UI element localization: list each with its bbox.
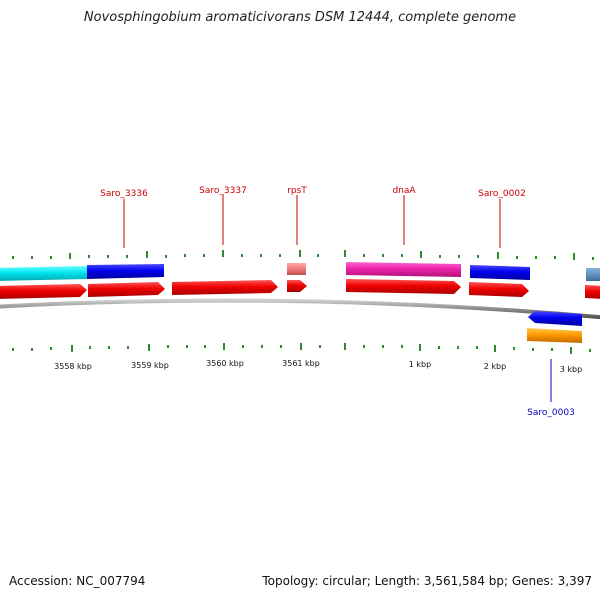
gene-label-rpst[interactable]: rpsT [287,186,307,196]
upper-ticks [12,250,594,260]
accession-text: Accession: NC_007794 [9,574,146,588]
gene-label-saro-3337[interactable]: Saro_3337 [199,186,247,196]
gene-label-saro-3336[interactable]: Saro_3336 [100,189,148,199]
gene-steel-edge[interactable] [586,268,600,281]
kbp-label-1: 1 kbp [409,360,431,369]
gene-label-saro-0003[interactable]: Saro_0003 [527,408,575,418]
gene-arrow-dnaa[interactable] [346,279,461,294]
gene-arrow-edge[interactable] [585,285,600,299]
gene-arrow-saro-3337[interactable] [172,280,278,295]
kbp-label-3560: 3560 kbp [206,359,244,368]
lower-ticks [12,343,591,354]
gene-arrow-2[interactable] [88,282,165,297]
gene-orange[interactable] [527,328,582,343]
gene-dnaa-top[interactable] [346,262,461,277]
label-leaders [123,195,552,402]
gene-arrow-1[interactable] [0,284,87,299]
map-title: Novosphingobium aromaticivorans DSM 1244… [83,10,517,25]
gene-arrow-saro-0002[interactable] [469,282,529,297]
gene-saro-0002-top[interactable] [470,265,530,280]
kbp-label-3: 3 kbp [560,365,582,374]
gene-saro-0003-reverse[interactable] [528,311,582,326]
gene-saro-3336[interactable] [87,264,164,279]
gene-label-dnaa[interactable]: dnaA [392,186,416,196]
gene-arrow-rpst[interactable] [287,280,307,292]
genome-backbone [0,298,600,320]
kbp-label-2: 2 kbp [484,362,506,371]
kbp-label-3561: 3561 kbp [282,359,320,368]
gene-label-saro-0002[interactable]: Saro_0002 [478,189,526,199]
gene-rpst-top[interactable] [287,263,306,275]
gene-cyan[interactable] [0,266,87,281]
kbp-label-3559: 3559 kbp [131,361,169,370]
genome-summary-text: Topology: circular; Length: 3,561,584 bp… [262,574,592,588]
kbp-label-3558: 3558 kbp [54,362,92,371]
